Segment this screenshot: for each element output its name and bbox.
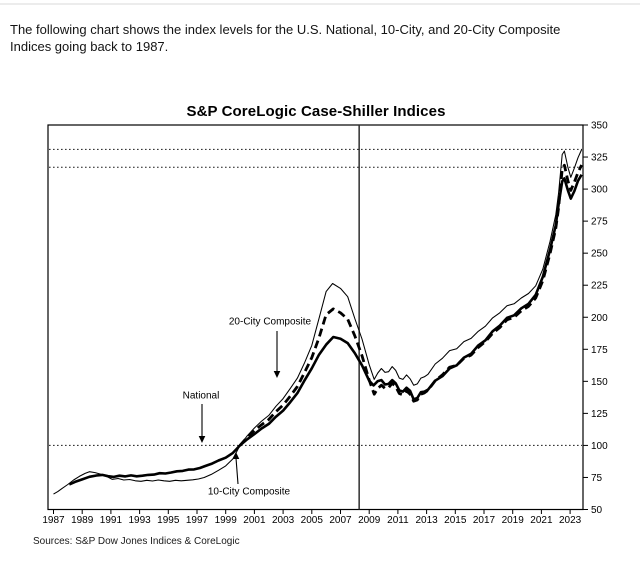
x-tick-label-2001: 2001 <box>243 515 266 526</box>
y-tick-label-300: 300 <box>591 185 608 196</box>
annotation-arrowhead-0 <box>273 371 281 378</box>
intro-text: The following chart shows the index leve… <box>10 21 634 55</box>
annotation-arrow-shaft-2 <box>235 457 239 485</box>
x-tick-label-1997: 1997 <box>186 515 209 526</box>
x-tick-label-1989: 1989 <box>71 515 94 526</box>
y-tick-label-150: 150 <box>591 377 608 388</box>
y-tick-label-325: 325 <box>591 153 608 164</box>
annotation-label-10-city: 10-City Composite <box>207 486 291 498</box>
top-divider <box>0 3 640 5</box>
x-tick-label-2023: 2023 <box>559 515 582 526</box>
x-tick-label-2005: 2005 <box>301 515 324 526</box>
series-line-20-city-composite <box>238 163 583 447</box>
x-tick-label-2017: 2017 <box>473 515 496 526</box>
y-tick-label-250: 250 <box>591 249 608 260</box>
annotation-arrowhead-1 <box>198 436 206 443</box>
x-tick-label-1991: 1991 <box>100 515 123 526</box>
series-line-national <box>68 174 583 486</box>
intro-line-1: The following chart shows the index leve… <box>10 22 561 37</box>
plot-border <box>47 124 584 511</box>
annotation-label-20-city: 20-City Composite <box>228 316 312 328</box>
y-tick-label-225: 225 <box>591 281 608 292</box>
x-tick-label-2007: 2007 <box>329 515 352 526</box>
y-tick-label-75: 75 <box>591 473 603 484</box>
x-tick-label-2013: 2013 <box>415 515 438 526</box>
x-tick-label-1995: 1995 <box>157 515 180 526</box>
x-tick-label-2015: 2015 <box>444 515 467 526</box>
chart-title: S&P CoreLogic Case-Shiller Indices <box>186 103 446 120</box>
y-tick-label-50: 50 <box>591 505 603 516</box>
x-tick-label-2019: 2019 <box>502 515 525 526</box>
x-tick-label-1987: 1987 <box>42 515 65 526</box>
y-tick-label-175: 175 <box>591 345 608 356</box>
x-tick-label-2011: 2011 <box>387 515 409 526</box>
annotation-label-national: National <box>182 390 220 402</box>
x-tick-label-1993: 1993 <box>128 515 151 526</box>
y-tick-label-125: 125 <box>591 409 608 420</box>
y-tick-label-275: 275 <box>591 217 608 228</box>
y-tick-label-100: 100 <box>591 441 608 452</box>
x-tick-label-2009: 2009 <box>358 515 381 526</box>
sources-note: Sources: S&P Dow Jones Indices & CoreLog… <box>33 536 240 547</box>
intro-line-2: Indices going back to 1987. <box>10 39 169 54</box>
y-tick-label-200: 200 <box>591 313 608 324</box>
x-tick-label-2003: 2003 <box>272 515 295 526</box>
x-tick-label-2021: 2021 <box>530 515 553 526</box>
annotation-arrowhead-2 <box>232 452 240 459</box>
series-line-10-city-composite <box>53 149 583 495</box>
x-tick-label-1999: 1999 <box>215 515 238 526</box>
y-tick-label-350: 350 <box>591 121 608 132</box>
